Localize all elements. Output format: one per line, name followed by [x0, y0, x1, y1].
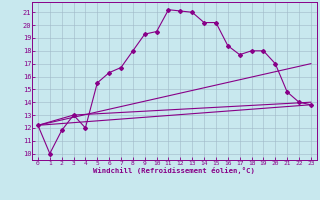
X-axis label: Windchill (Refroidissement éolien,°C): Windchill (Refroidissement éolien,°C)	[93, 167, 255, 174]
